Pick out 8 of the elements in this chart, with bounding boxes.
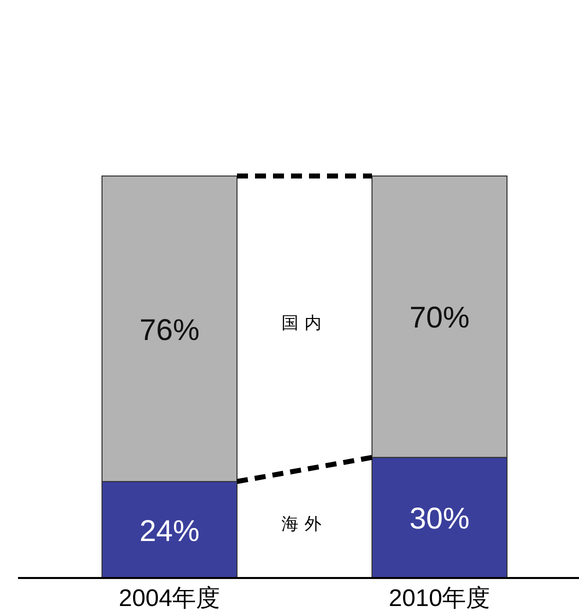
data-label: 70%: [409, 302, 470, 335]
x-tick-label: 2004年度: [118, 585, 220, 612]
text: 国内: [282, 314, 328, 333]
data-label: 30%: [409, 502, 470, 536]
data-label: 24%: [139, 514, 200, 548]
x-tick-label: 2010年度: [388, 585, 490, 612]
text: 海外: [282, 514, 328, 534]
data-label: 76%: [139, 314, 200, 347]
